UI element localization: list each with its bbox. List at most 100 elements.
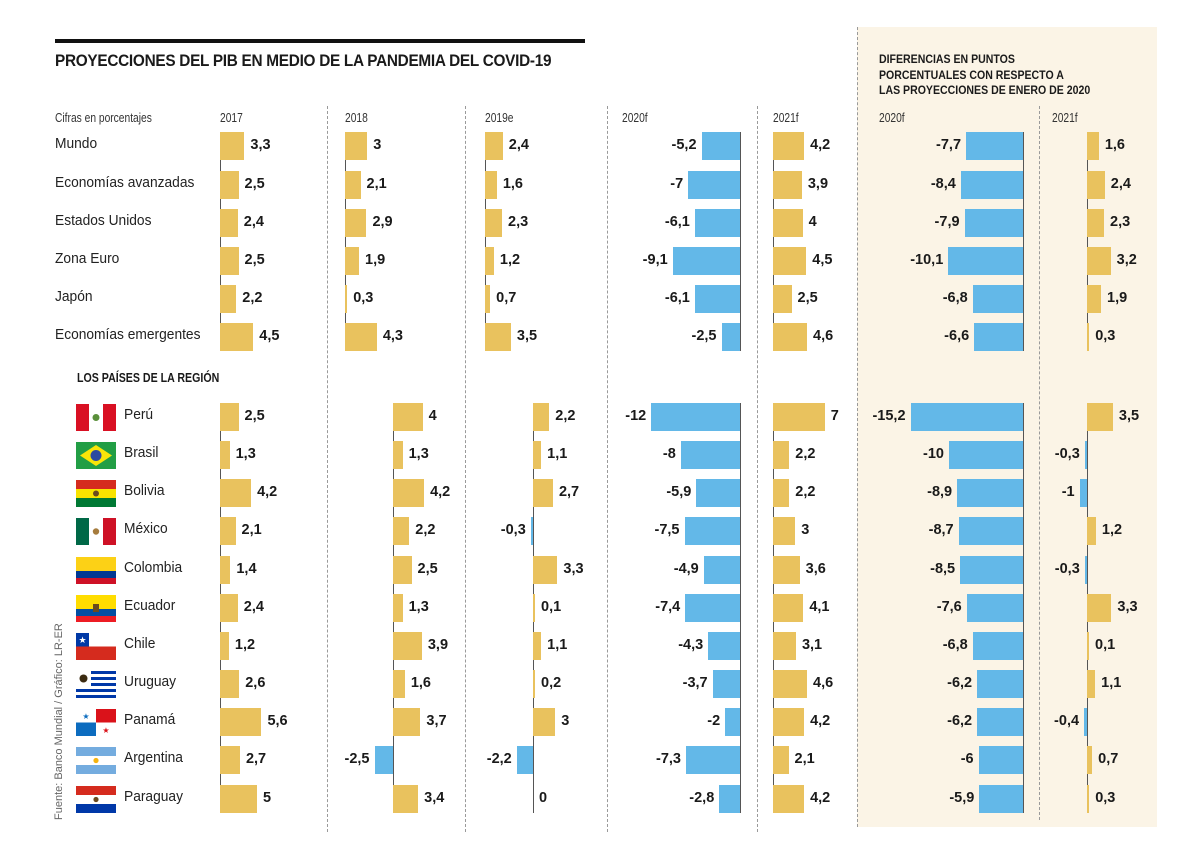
- bar-2019e-label: 1,2: [499, 252, 521, 268]
- bar-2017-bar: [220, 285, 237, 313]
- bar-2017-bar: [220, 247, 239, 275]
- diff-bar-2020f-bar: [972, 285, 1023, 313]
- row-label: Economías emergentes: [55, 327, 201, 343]
- bar-2018-bar: [393, 517, 410, 545]
- bar-2017-label: 1,4: [236, 561, 257, 577]
- bar-2020f-bar: [694, 285, 740, 313]
- bar-2019e-bar: [485, 323, 511, 351]
- bar-2017-label: 2,6: [245, 675, 266, 691]
- bar-2020f-label: -4,3: [678, 637, 704, 653]
- bar-2020f-label: -6,1: [664, 290, 690, 306]
- diff-bar-2020f-bar: [960, 556, 1023, 584]
- row-label: Brasil: [124, 445, 159, 461]
- diff-bar-2021f-bar: [1087, 517, 1096, 545]
- row-label: Ecuador: [124, 598, 176, 614]
- diff-bar-2021f-label: -0,3: [1054, 561, 1080, 577]
- diff-bar-2020f-label: -10,1: [910, 252, 944, 268]
- bar-2021f-bar: [773, 171, 802, 199]
- bar-2018-bar: [393, 403, 423, 431]
- diff-bar-2021f-label: 0,3: [1095, 790, 1116, 806]
- column-header-2019e: 2019e: [485, 111, 514, 125]
- bar-2021f-bar: [773, 403, 825, 431]
- bar-2018-bar: [393, 632, 422, 660]
- bar-2017-label: 4,5: [259, 328, 280, 344]
- bar-2021f-label: 3: [801, 522, 810, 538]
- diff-bar-2021f-label: 3,5: [1118, 408, 1140, 424]
- diff-bar-2020f-bar: [979, 785, 1023, 813]
- diff-bar-2020f-bar: [974, 323, 1023, 351]
- column-separator: [757, 106, 758, 832]
- bar-2020f-label: -2,8: [689, 790, 715, 806]
- bar-2017-label: 5: [263, 790, 272, 806]
- region-heading: LOS PAÍSES DE LA REGIÓN: [77, 371, 220, 385]
- diff-bar-2021f-bar: [1087, 670, 1096, 698]
- bar-2018-bar: [345, 171, 361, 199]
- svg-text:★: ★: [78, 635, 86, 645]
- row-label: Uruguay: [124, 674, 177, 690]
- bar-2019e-label: 2,4: [508, 137, 529, 153]
- bar-2017-label: 2,1: [241, 522, 262, 538]
- bar-2018-bar: [345, 323, 377, 351]
- column-separator: [1039, 106, 1040, 820]
- axis-2019e: [485, 132, 486, 351]
- bar-2019e-label: -0,3: [500, 522, 526, 538]
- bar-2019e-label: 1,1: [547, 637, 568, 653]
- diff-bar-2021f-bar: [1087, 746, 1093, 774]
- bar-2018-label: -2,5: [344, 751, 370, 767]
- bar-2019e-bar: [485, 247, 494, 275]
- bar-2018-label: 1,6: [410, 675, 431, 691]
- bar-2018-label: 1,3: [408, 446, 429, 462]
- ecuador-flag-icon: [76, 595, 116, 622]
- bar-2017-label: 2,4: [243, 214, 264, 230]
- bar-2021f-bar: [773, 517, 796, 545]
- bar-2017-bar: [220, 632, 229, 660]
- bar-2021f-label: 4,6: [813, 328, 834, 344]
- diff-bar-2020f-label: -6: [960, 751, 974, 767]
- row-label: Zona Euro: [55, 251, 120, 267]
- diff-bar-2020f-label: -8,9: [927, 484, 953, 500]
- bar-2020f-label: -6,1: [664, 214, 690, 230]
- bar-2017-label: 2,7: [245, 751, 267, 767]
- bar-2019e-bar: [485, 132, 503, 160]
- diff-bar-2021f-bar: [1087, 171, 1105, 199]
- diff-bar-2021f-label: 0,7: [1098, 751, 1119, 767]
- bar-2019e-bar: [533, 556, 558, 584]
- diff-axis-2020f: [1023, 403, 1024, 813]
- column-separator: [327, 106, 328, 832]
- bar-2020f-bar: [701, 132, 740, 160]
- bar-2020f-bar: [672, 247, 740, 275]
- bar-2018-label: 2,9: [372, 214, 393, 230]
- bar-2020f-bar: [688, 171, 740, 199]
- diff-bar-2021f-bar: [1087, 594, 1112, 622]
- chart-title: PROYECCIONES DEL PIB EN MEDIO DE LA PAND…: [55, 52, 552, 70]
- row-label: Bolivia: [124, 483, 165, 499]
- bar-2017-bar: [220, 441, 230, 469]
- bar-2021f-label: 4,6: [813, 675, 834, 691]
- bar-2017-bar: [220, 209, 238, 237]
- bar-2020f-label: -7,5: [654, 522, 680, 538]
- diff-bar-2020f-bar: [966, 132, 1023, 160]
- diff-column-header-2020f: 2020f: [879, 111, 905, 125]
- bar-2021f-label: 4,2: [810, 137, 831, 153]
- bar-2018-bar: [345, 285, 348, 313]
- units-note: Cifras en porcentajes: [55, 111, 152, 125]
- column-separator: [465, 106, 466, 832]
- bar-2020f-label: -3,7: [682, 675, 708, 691]
- bar-2020f-label: -5,9: [666, 484, 692, 500]
- bar-2019e-label: 3: [561, 713, 570, 729]
- bar-2019e-bar: [533, 441, 542, 469]
- bar-2019e-label: -2,2: [486, 751, 512, 767]
- bar-2018-label: 3,7: [426, 713, 447, 729]
- bar-2017-label: 5,6: [267, 713, 288, 729]
- row-label: Economías avanzadas: [55, 175, 195, 191]
- bar-2020f-bar: [696, 479, 740, 507]
- bar-2021f-bar: [773, 285, 792, 313]
- bar-2020f-bar: [651, 403, 740, 431]
- diff-bar-2021f-bar: [1084, 556, 1087, 584]
- diff-bar-2021f-bar: [1084, 708, 1087, 736]
- row-label: Estados Unidos: [55, 213, 152, 229]
- bar-2021f-bar: [773, 323, 808, 351]
- bar-2021f-label: 4: [808, 214, 817, 230]
- bar-2018-bar: [345, 247, 360, 275]
- diff-bar-2021f-label: 3,3: [1117, 599, 1138, 615]
